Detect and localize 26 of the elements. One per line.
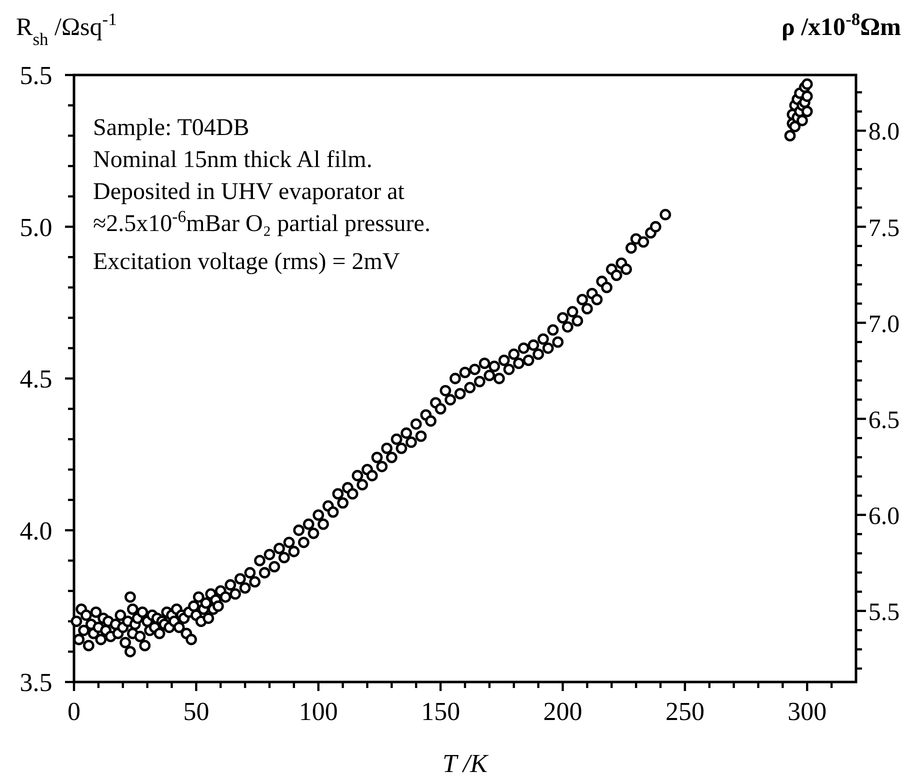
annotation: Deposited in UHV evaporator at: [93, 179, 405, 205]
x-tick-label: 300: [788, 697, 827, 726]
x-tick-label: 250: [665, 697, 704, 726]
y2-tick-label: 8.0: [868, 118, 900, 146]
y-tick-label: 4.0: [20, 516, 52, 546]
y2-tick-label: 6.0: [868, 502, 900, 530]
y2-tick-label: 6.5: [868, 406, 900, 434]
y2-tick-label: 5.5: [868, 598, 900, 626]
annotation: ≈2.5x10$^{-6}$mBar O₂ partial pressure.: [93, 206, 430, 237]
x-tick-label: 100: [298, 697, 338, 726]
y-tick-label: 4.5: [20, 364, 52, 394]
x-axis-title: T /K: [442, 749, 490, 778]
annotation: Nominal 15nm thick Al film.: [93, 147, 372, 173]
y-tick-label: 5.0: [20, 212, 52, 242]
y2-tick-label: 7.5: [868, 214, 900, 242]
y-tick-label: 3.5: [20, 668, 52, 697]
annotation: Sample: T04DB: [93, 115, 250, 141]
x-tick-label: 50: [183, 697, 210, 726]
annotation: Excitation voltage (rms) = 2mV: [93, 249, 400, 275]
x-tick-label: 0: [68, 697, 80, 726]
y-tick-label: 5.5: [20, 61, 52, 90]
x-tick-label: 150: [421, 697, 460, 726]
y-axis-title: R$_{sh}$ /Ωsq$^{-1}$: [16, 9, 117, 49]
y2-axis-title: ρ /x10$^{-8}$Ωm: [781, 9, 902, 41]
y2-tick-label: 7.0: [868, 310, 900, 338]
x-tick-label: 200: [543, 697, 582, 726]
